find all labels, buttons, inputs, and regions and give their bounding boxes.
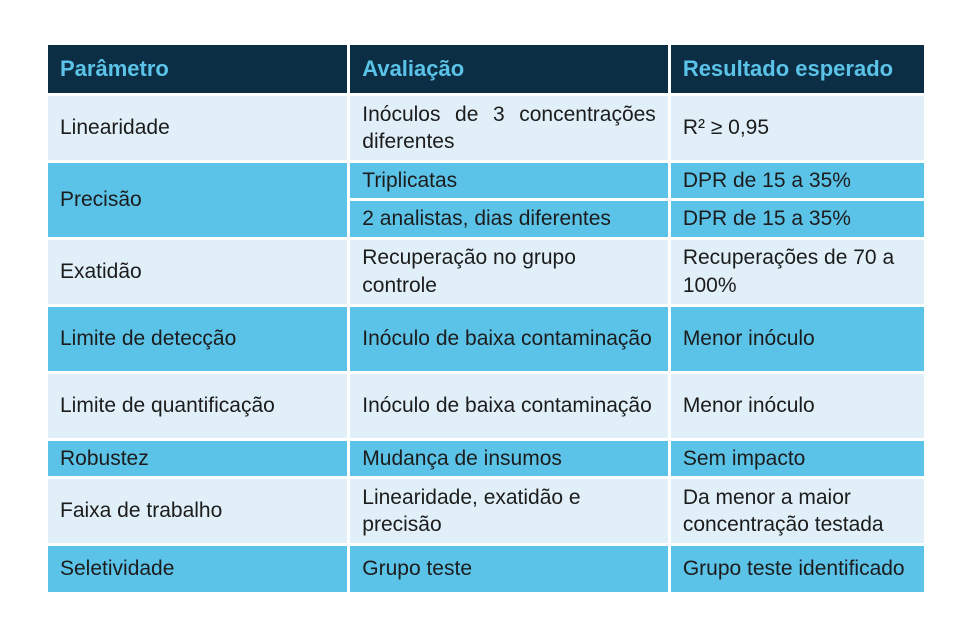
cell-result: R² ≥ 0,95 [670,96,924,160]
table-row: Linearidade Inóculos de 3 concentrações … [48,96,924,160]
cell-result: Sem impacto [670,440,924,476]
cell-result: Menor inóculo [670,306,924,371]
cell-aval: 2 analistas, dias diferentes [350,201,668,237]
cell-param: Limite de detecção [48,306,348,371]
cell-aval: Grupo teste [350,545,668,592]
header-parametro: Parâmetro [48,45,348,93]
cell-result: DPR de 15 a 35% [670,201,924,237]
cell-param: Seletividade [48,545,348,592]
table-row: 2 analistas, dias diferentes DPR de 15 a… [48,201,924,237]
table-row: Limite de detecção Inóculo de baixa cont… [48,306,924,371]
header-avaliacao: Avaliação [350,45,668,93]
header-resultado-esperado: Resultado esperado [670,45,924,93]
validation-parameters-table: Parâmetro Avaliação Resultado esperado L… [45,42,927,595]
cell-param: Robustez [48,440,348,476]
cell-param: Faixa de trabalho [48,478,348,543]
cell-result: Grupo teste identificado [670,545,924,592]
cell-aval: Triplicatas [350,163,668,199]
table-row: Faixa de trabalho Linearidade, exatidão … [48,478,924,543]
cell-aval: Mudança de insumos [350,440,668,476]
cell-result: Menor inóculo [670,373,924,438]
cell-param: Linearidade [48,96,348,160]
table-row: Robustez Mudança de insumos Sem impacto [48,440,924,476]
table-row: Exatidão Recuperação no grupo controle R… [48,239,924,304]
cell-aval: Linearidade, exatidão e precisão [350,478,668,543]
table-header-row: Parâmetro Avaliação Resultado esperado [48,45,924,93]
cell-result: Recuperações de 70 a 100% [670,239,924,304]
table-row: Seletividade Grupo teste Grupo teste ide… [48,545,924,592]
cell-param: Exatidão [48,239,348,304]
cell-aval: Inóculo de baixa contaminação [350,373,668,438]
table-row: Limite de quantificação Inóculo de baixa… [48,373,924,438]
cell-param: Limite de quantificação [48,373,348,438]
cell-param: Precisão [48,163,348,237]
table-row: Precisão Triplicatas DPR de 15 a 35% [48,163,924,237]
cell-aval: Inóculo de baixa contaminação [350,306,668,371]
cell-aval: Recuperação no grupo controle [350,239,668,304]
cell-result: Da menor a maior concentração testada [670,478,924,543]
cell-aval: Inóculos de 3 concentrações diferentes [350,96,668,160]
cell-result: DPR de 15 a 35% [670,163,924,199]
